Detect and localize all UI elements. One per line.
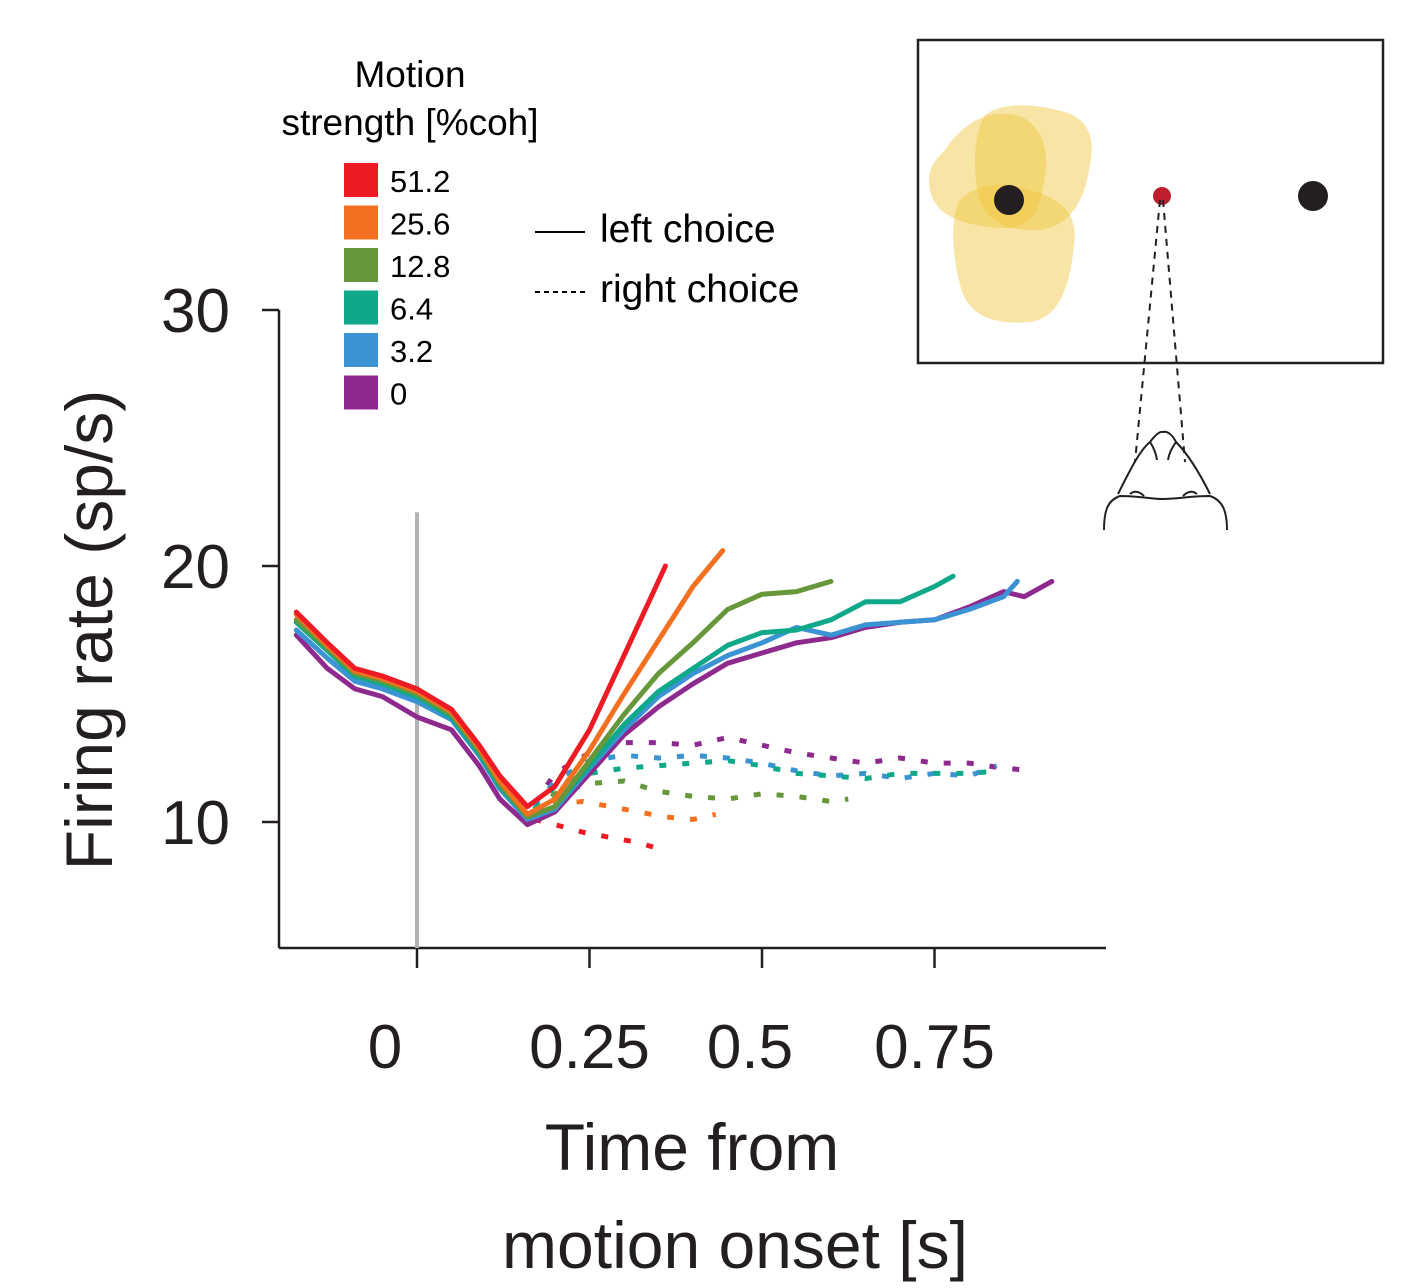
legend-label: 0 xyxy=(390,377,407,412)
series-line-left-12-8 xyxy=(293,578,834,820)
left-choice-label: left choice xyxy=(600,208,776,251)
x-tick-label: 0 xyxy=(368,1013,402,1082)
task-schematic-inset xyxy=(916,38,1385,531)
y-axis-title: Firing rate (sp/s) xyxy=(52,390,126,870)
right-target xyxy=(1298,181,1328,211)
fixation-point xyxy=(1153,187,1171,205)
left-target xyxy=(994,185,1024,215)
legend-label: 51.2 xyxy=(390,164,450,199)
y-tick-label: 10 xyxy=(161,789,230,858)
gaze-line xyxy=(1162,199,1186,463)
coherence-legend: Motion strength [%coh] 51.2 25.6 12.8 6.4 3.… xyxy=(281,54,538,412)
legend-label: 25.6 xyxy=(390,207,450,242)
y-tick-label: 30 xyxy=(161,277,230,346)
legend-swatch xyxy=(344,333,378,367)
gaze-line xyxy=(1134,199,1161,463)
choice-legend: left choice right choice xyxy=(535,208,799,311)
y-axis: 10 20 30 xyxy=(161,277,281,948)
legend-swatch xyxy=(344,205,378,240)
series-group xyxy=(293,548,1055,850)
screen-frame xyxy=(916,38,1385,365)
x-axis-title-line1: Time from xyxy=(545,1110,840,1184)
legend-label: 6.4 xyxy=(390,292,433,327)
subject-head-icon xyxy=(1103,430,1228,531)
x-axis: 0 0.25 0.5 0.75 xyxy=(279,946,1106,1082)
legend-title-line1: Motion xyxy=(354,54,465,95)
y-tick-label: 20 xyxy=(161,533,230,602)
series-line-left-3-2 xyxy=(293,578,1020,822)
x-tick-label: 0.75 xyxy=(874,1013,995,1082)
legend-swatch xyxy=(344,248,378,282)
legend-title-line2: strength [%coh] xyxy=(281,102,538,143)
legend-label: 12.8 xyxy=(390,249,450,284)
x-axis-title-line2: motion onset [s] xyxy=(502,1208,968,1282)
right-choice-label: right choice xyxy=(600,268,799,311)
x-tick-label: 0.25 xyxy=(529,1013,650,1082)
series-line-right-6-4 xyxy=(532,758,1001,811)
series-line-left-51-2 xyxy=(293,563,668,810)
x-tick-label: 0.5 xyxy=(707,1013,793,1082)
series-line-right-51-2 xyxy=(533,816,656,850)
response-field-blob xyxy=(953,184,1075,323)
legend-label: 3.2 xyxy=(390,334,433,369)
legend-swatch xyxy=(344,163,378,197)
legend-swatch xyxy=(344,375,378,410)
legend-swatch xyxy=(344,290,378,325)
